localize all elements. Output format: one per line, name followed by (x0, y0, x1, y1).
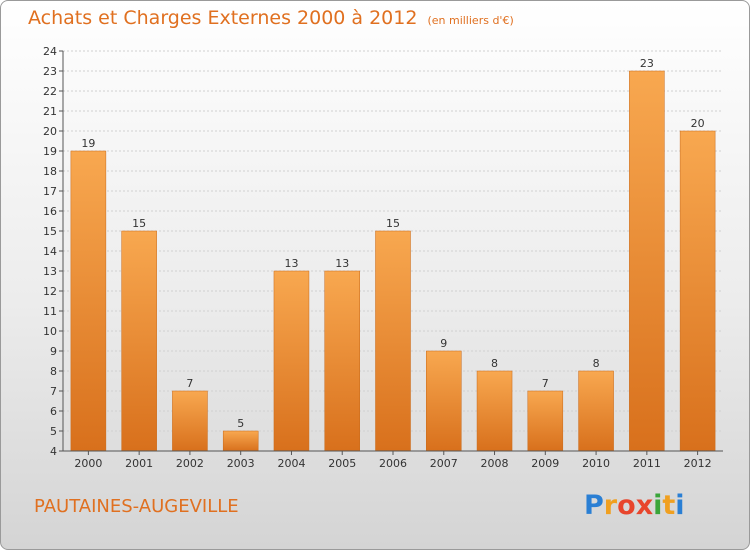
y-tick-label: 23 (43, 65, 57, 78)
y-tick-label: 8 (50, 365, 57, 378)
bar (375, 230, 411, 452)
y-tick-label: 10 (43, 325, 57, 338)
logo-letter: t (662, 490, 676, 521)
bar (629, 70, 665, 452)
y-tick-label: 20 (43, 125, 57, 138)
x-tick-label: 2004 (277, 457, 305, 470)
commune-name: PAUTAINES-AUGEVILLE (34, 496, 239, 517)
y-tick-label: 6 (50, 405, 57, 418)
x-tick-label: 2007 (430, 457, 458, 470)
bar-value-label: 5 (237, 417, 244, 430)
x-tick-label: 2011 (633, 457, 661, 470)
chart-title: Achats et Charges Externes 2000 à 2012 (e… (28, 7, 514, 29)
x-tick-label: 2002 (176, 457, 204, 470)
x-tick-label: 2010 (582, 457, 610, 470)
y-tick-label: 15 (43, 225, 57, 238)
y-tick-label: 5 (50, 425, 57, 438)
bar-value-label: 15 (386, 217, 400, 230)
logo-letter: P (584, 490, 604, 521)
y-tick-label: 19 (43, 145, 57, 158)
logo-letter: i (675, 490, 685, 521)
logo-letter: o (617, 490, 636, 521)
bar-value-label: 8 (593, 357, 600, 370)
x-tick-label: 2012 (684, 457, 712, 470)
y-tick-label: 16 (43, 205, 57, 218)
bar-value-label: 9 (440, 337, 447, 350)
bar-value-label: 13 (284, 257, 298, 270)
bar (121, 230, 157, 452)
logo-letter: i (653, 490, 663, 521)
bar (324, 270, 360, 452)
y-tick-label: 17 (43, 185, 57, 198)
y-tick-label: 13 (43, 265, 57, 278)
y-tick-label: 24 (43, 45, 57, 58)
x-tick-label: 2000 (74, 457, 102, 470)
x-tick-label: 2003 (227, 457, 255, 470)
x-tick-label: 2008 (481, 457, 509, 470)
logo-letter: r (603, 490, 618, 521)
bar-value-label: 8 (491, 357, 498, 370)
bar (222, 430, 259, 452)
title-text: Achats et Charges Externes 2000 à 2012 (28, 7, 418, 29)
y-tick-label: 12 (43, 285, 57, 298)
y-axis: 4 5 6 7 8 9 10 11 12 13 14 15 16 17 18 19 20 21 22 23 24 (43, 45, 64, 458)
bar-value-label: 23 (640, 57, 654, 70)
x-tick-label: 2009 (531, 457, 559, 470)
y-tick-label: 9 (50, 345, 57, 358)
y-tick-label: 18 (43, 165, 57, 178)
y-tick-label: 11 (43, 305, 57, 318)
bar-value-label: 7 (542, 377, 549, 390)
proxiti-logo[interactable]: Proxiti (584, 490, 685, 521)
bar (476, 370, 513, 452)
x-tick-label: 2005 (328, 457, 356, 470)
logo-letter: x (635, 490, 654, 521)
x-tick-label: 2001 (125, 457, 153, 470)
x-tick-label: 2006 (379, 457, 407, 470)
bar-value-label: 7 (186, 377, 193, 390)
bar (679, 130, 716, 452)
bar (527, 390, 564, 452)
bar-value-label: 19 (81, 137, 95, 150)
y-tick-label: 14 (43, 245, 57, 258)
x-axis: 2000 2001 2002 2003 2004 2005 2006 2007 2008 2009… (63, 450, 723, 470)
y-tick-label: 4 (50, 445, 57, 458)
y-tick-label: 7 (50, 385, 57, 398)
bar-value-label: 13 (335, 257, 349, 270)
y-tick-label: 22 (43, 85, 57, 98)
bar-value-label: 20 (691, 117, 705, 130)
bar (426, 350, 462, 452)
bar-value-label: 15 (132, 217, 146, 230)
bar (578, 370, 614, 452)
title-unit: (en milliers d'€) (427, 14, 514, 27)
bar (273, 270, 310, 452)
y-tick-label: 21 (43, 105, 57, 118)
bars: 19 15 7 5 13 13 15 9 8 7 8 23 20 (70, 57, 716, 452)
bar (70, 150, 107, 452)
bar (172, 390, 208, 452)
